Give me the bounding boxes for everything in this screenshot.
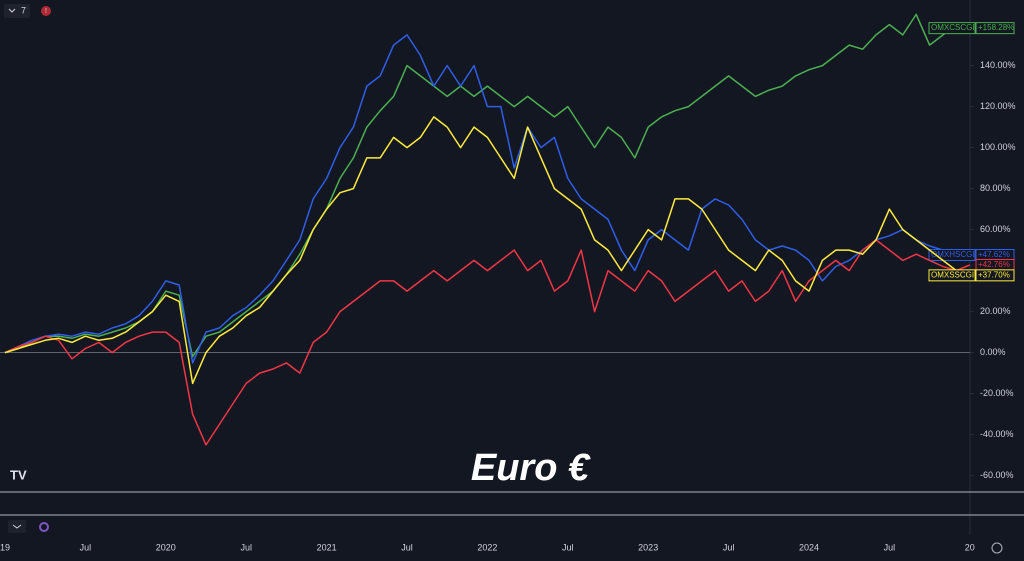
series-name: OMXSSCGI [931, 270, 974, 279]
end-value-box [975, 22, 1015, 35]
series-line [4, 239, 971, 446]
x-tick-label: 2020 [156, 542, 176, 552]
series-name: OMXCSCGI [931, 23, 975, 32]
indicator-toggle[interactable] [4, 4, 30, 18]
indicator-count: 7 [21, 5, 26, 15]
y-tick-label: 60.00% [980, 224, 1011, 234]
end-value-label: +47.62% [978, 250, 1010, 259]
end-value-box [975, 269, 1015, 282]
y-tick-label: -40.00% [980, 429, 1014, 439]
x-tick-label: 2023 [638, 542, 658, 552]
x-tick-label: Jul [240, 542, 252, 552]
x-tick-label: Jul [80, 542, 92, 552]
y-tick-label: 140.00% [980, 60, 1016, 70]
series-name-box [928, 269, 976, 282]
series-name: OMXHSCGI [931, 250, 975, 259]
x-tick-label: Jul [884, 542, 896, 552]
y-tick-label: -20.00% [980, 388, 1014, 398]
series-name-box [928, 249, 976, 262]
end-value-label: +158.28% [978, 23, 1014, 32]
alert-text: ! [45, 8, 47, 15]
x-tick-label: Jul [723, 542, 735, 552]
x-tick-label: 2021 [317, 542, 337, 552]
y-tick-label: 120.00% [980, 101, 1016, 111]
x-tick-label: 2022 [477, 542, 497, 552]
x-tick-label: 19 [0, 542, 10, 552]
x-tick-label: Jul [401, 542, 413, 552]
y-tick-label: -60.00% [980, 470, 1014, 480]
indicator-icon[interactable] [39, 522, 49, 532]
y-tick-label: 20.00% [980, 306, 1011, 316]
x-tick-label: Jul [562, 542, 574, 552]
series-name-box [928, 22, 976, 35]
watermark: Euro € [471, 447, 591, 489]
alert-icon[interactable] [41, 6, 51, 16]
tv-logo: TV [10, 467, 27, 482]
x-tick-label: 20 [965, 542, 975, 552]
pane-toggle[interactable] [8, 520, 26, 533]
chevron-icon [12, 524, 22, 529]
settings-icon[interactable] [991, 542, 1003, 554]
end-value-label: +42.76% [978, 260, 1010, 269]
x-tick-label: 2024 [799, 542, 819, 552]
series-line [4, 116, 971, 385]
chevron-icon [8, 8, 16, 13]
series-line [4, 34, 970, 364]
y-tick-label: 80.00% [980, 183, 1011, 193]
y-tick-label: 100.00% [980, 142, 1016, 152]
series-line [4, 13, 970, 358]
y-tick-label: 0.00% [980, 347, 1006, 357]
end-value-label: +37.70% [978, 270, 1010, 279]
